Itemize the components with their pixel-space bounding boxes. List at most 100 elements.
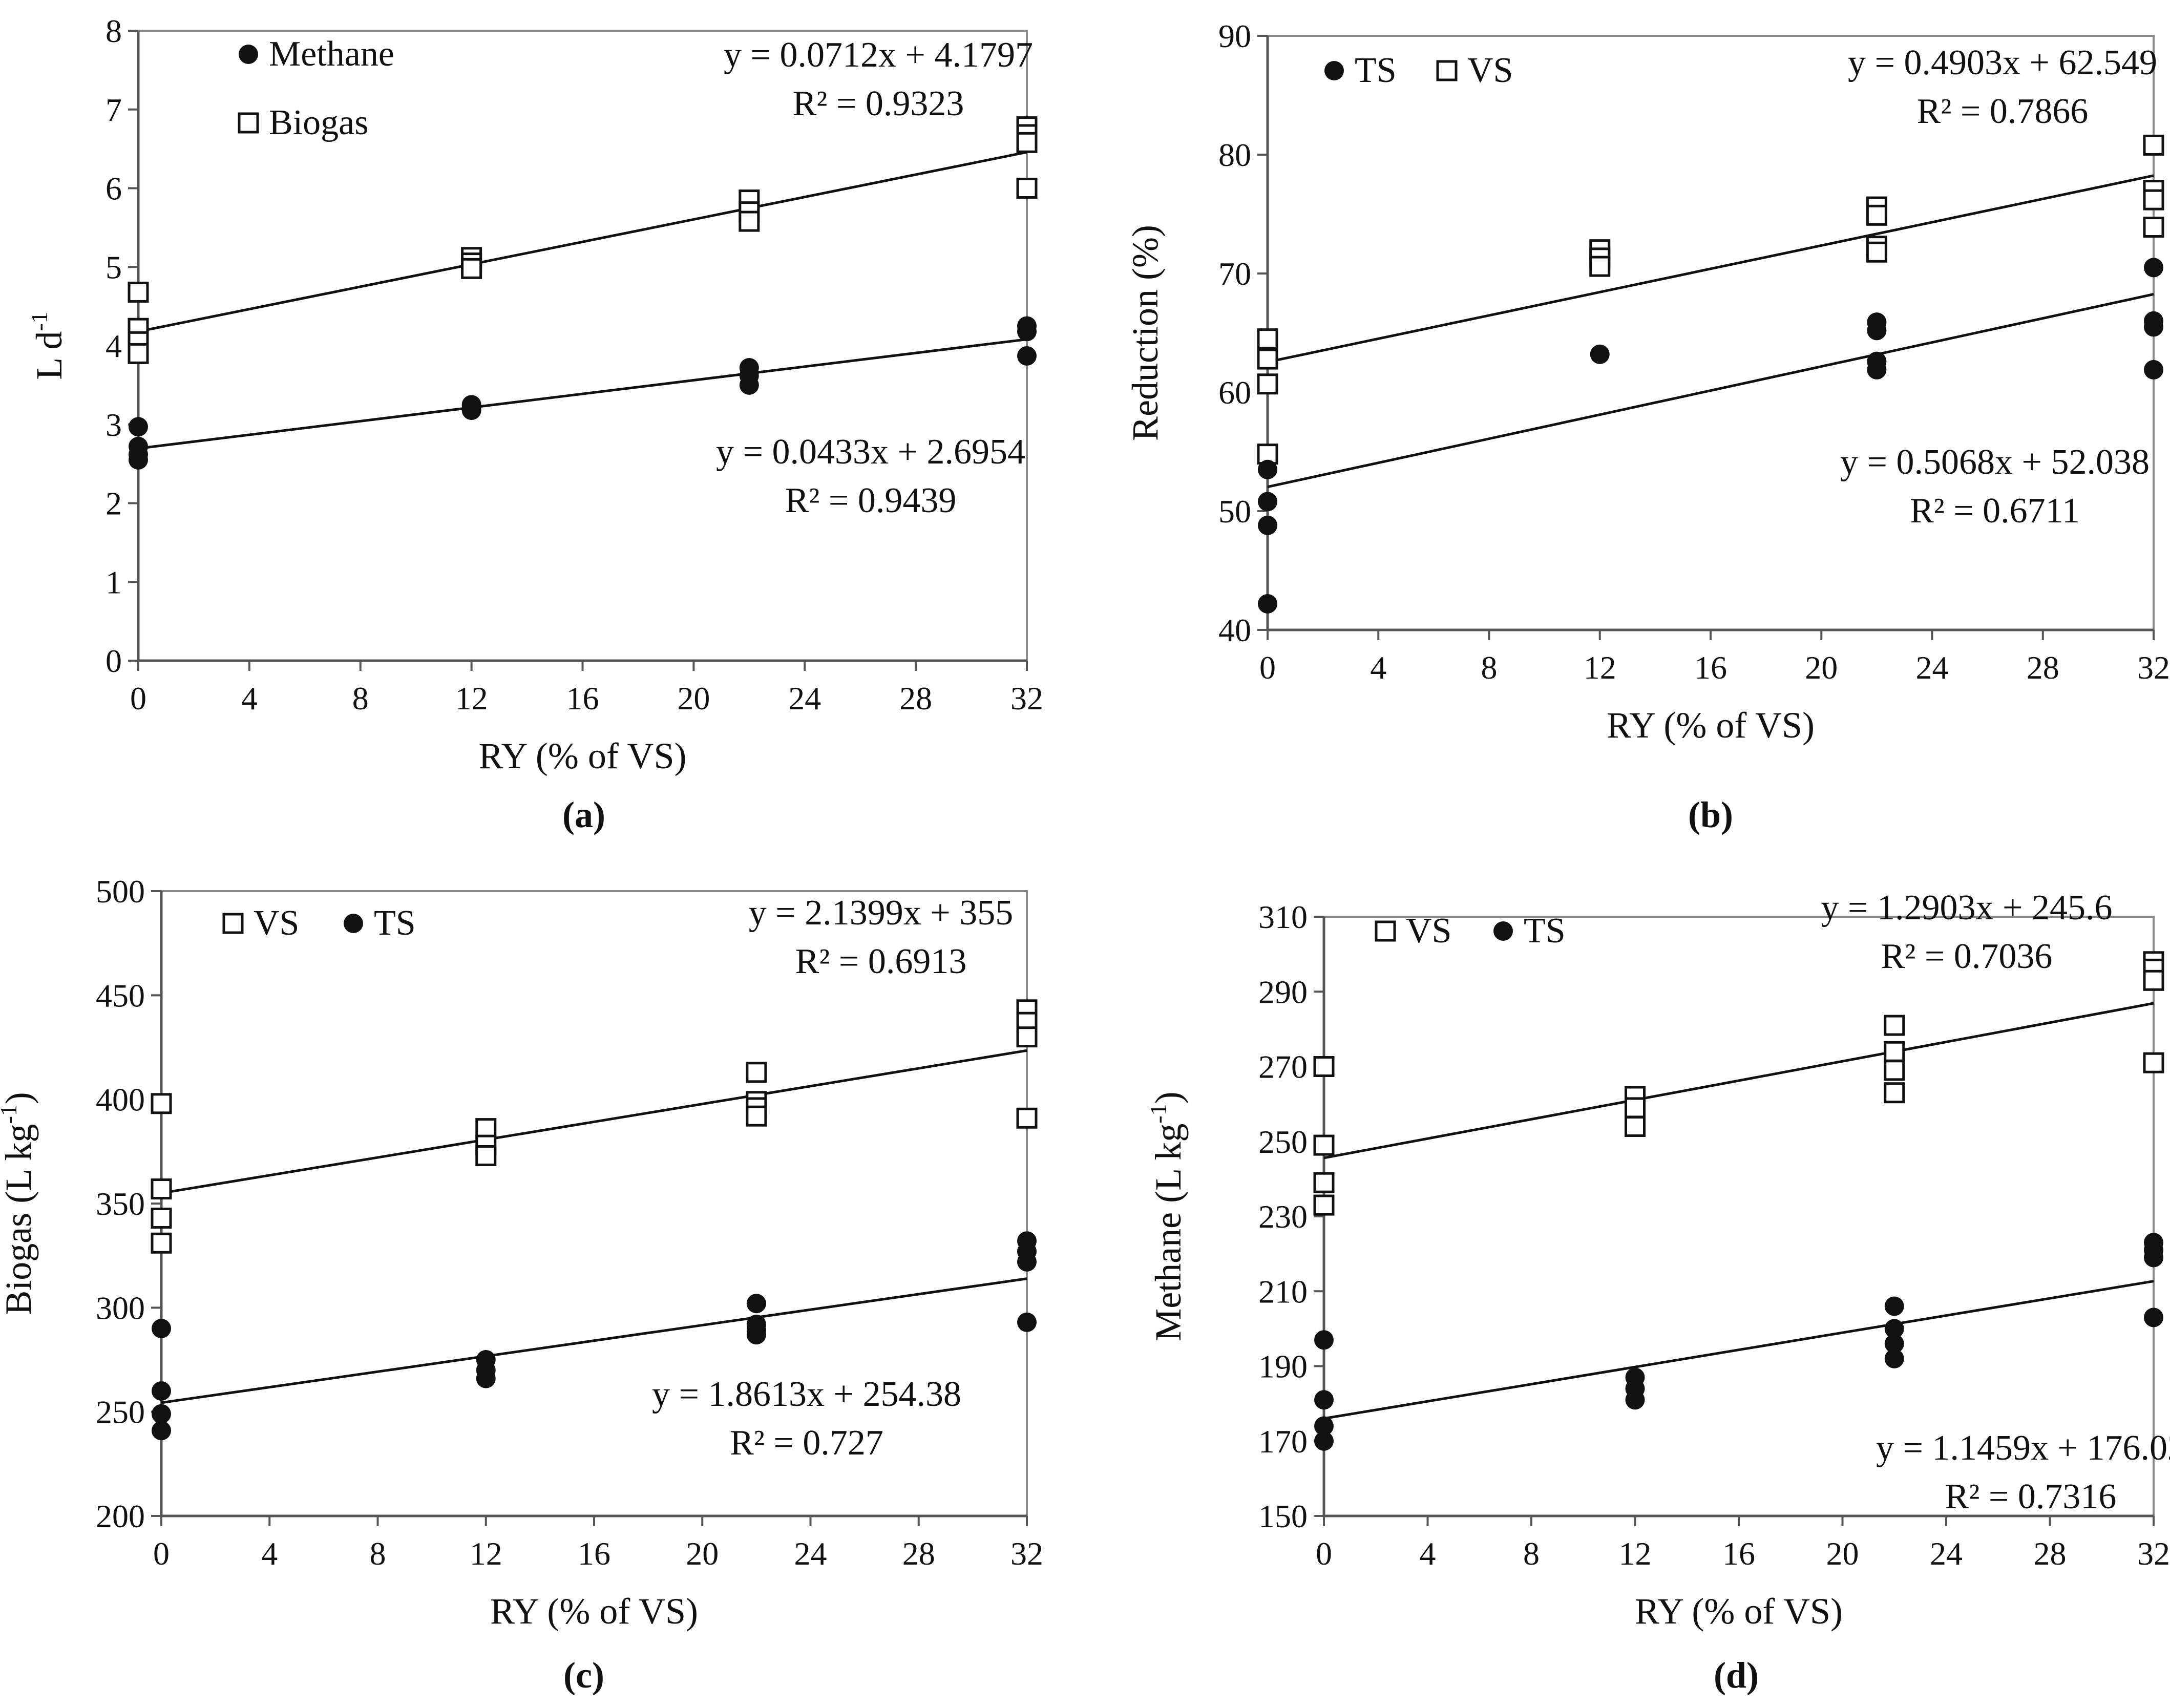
legend: Methane Biogas [238, 34, 394, 142]
trendline-equation: y = 1.8613x + 254.38 [652, 1375, 961, 1414]
x-tick-label: 24 [1930, 1535, 1963, 1572]
data-point [2144, 360, 2163, 379]
series-biogas [128, 116, 1038, 364]
y-tick-label: 200 [96, 1498, 145, 1534]
trendline-equation: y = 1.2903x + 245.6 [1821, 888, 2113, 927]
y-tick-label: 1 [106, 564, 122, 600]
data-point [1258, 594, 1277, 614]
data-point [1884, 1060, 1905, 1081]
y-tick-label: 190 [1258, 1348, 1308, 1385]
x-tick-label: 8 [352, 680, 369, 716]
data-point [1884, 1319, 1904, 1339]
y-axis-label-tail: ) [1148, 1091, 1189, 1104]
legend-marker-vs [1436, 60, 1458, 81]
y-tick-label: 80 [1218, 137, 1251, 173]
x-tick-label: 4 [241, 680, 258, 716]
trendline [161, 1277, 1027, 1404]
data-point [1866, 204, 1887, 226]
x-tick-label: 0 [1316, 1535, 1332, 1572]
x-tick-label: 32 [2137, 649, 2170, 686]
x-tick-label: 28 [2034, 1535, 2067, 1572]
x-tick-label: 0 [153, 1535, 170, 1572]
legend-label-vs: VS [1467, 51, 1513, 90]
trendline [1323, 1002, 2154, 1159]
x-axis-label: RY (% of VS) [1635, 1591, 1843, 1632]
legend-marker-vs [1375, 920, 1396, 942]
legend-label-ts: TS [1524, 911, 1566, 951]
data-point [1017, 1252, 1037, 1272]
data-point [1313, 1056, 1335, 1077]
data-point [2143, 134, 2164, 156]
trendline [1267, 293, 2154, 489]
x-tick-label: 20 [1805, 649, 1838, 686]
data-point [1314, 1330, 1334, 1350]
x-tick-label: 8 [1523, 1535, 1540, 1572]
legend-marker-ts [1493, 921, 1513, 941]
data-point [128, 343, 149, 364]
x-tick-label: 20 [686, 1535, 719, 1572]
data-point [1314, 1431, 1334, 1451]
x-tick-label: 32 [1010, 1535, 1043, 1572]
y-tick-label: 250 [1258, 1124, 1308, 1160]
y-tick-label: 400 [96, 1082, 145, 1118]
data-point [151, 1093, 172, 1114]
data-point [152, 1319, 171, 1338]
y-axis-label-main: Reduction (%) [1125, 225, 1166, 441]
legend-marker-methane [239, 45, 258, 64]
y-tick-label: 170 [1258, 1423, 1308, 1460]
x-tick-label: 32 [2137, 1535, 2170, 1572]
data-point [461, 258, 482, 279]
y-tick-label: 450 [96, 977, 145, 1014]
data-point [151, 1178, 172, 1200]
data-point [1625, 1097, 1646, 1119]
data-point [1867, 321, 1887, 341]
x-tick-label: 24 [1916, 649, 1949, 686]
data-point [129, 417, 148, 437]
x-tick-label: 12 [1619, 1535, 1652, 1572]
trendline-equation: y = 1.1459x + 176.02 [1876, 1428, 2170, 1468]
panel-label: (a) [562, 794, 605, 835]
chart-panel-c: 200 250 300 350 400 450 500 0 4 8 12 16 20 24 28 32 RY (… [0, 873, 1043, 1696]
data-point [2143, 969, 2164, 991]
r-squared-label: R² = 0.9439 [785, 481, 957, 520]
data-point [475, 1145, 497, 1166]
r-squared-label: R² = 0.727 [730, 1423, 883, 1463]
data-point [129, 450, 148, 470]
x-tick-label: 4 [261, 1535, 278, 1572]
data-point [1016, 178, 1038, 199]
y-tick-label: 7 [106, 92, 122, 128]
r-squared-label: R² = 0.7866 [1917, 92, 2089, 131]
r-squared-label: R² = 0.6711 [1910, 491, 2080, 531]
trendline-equation: y = 0.4903x + 62.549 [1848, 43, 2157, 82]
data-point [2143, 189, 2164, 210]
chart-panel-b: 40 50 60 70 80 90 0 4 8 12 16 20 24 28 32 RY (% of VS) R… [1125, 18, 2170, 835]
x-axis-label: RY (% of VS) [490, 1591, 698, 1632]
x-tick-label: 28 [902, 1535, 935, 1572]
x-tick-label: 16 [1694, 649, 1727, 686]
y-tick-label: 4 [106, 328, 122, 364]
data-point [151, 1207, 172, 1229]
panel-label: (d) [1714, 1655, 1759, 1696]
series-ts [1258, 258, 2163, 614]
trendline [1267, 174, 2154, 364]
y-axis-label: L d-1 [26, 311, 70, 380]
data-point [739, 375, 759, 395]
data-point [1589, 256, 1611, 277]
data-point [746, 1105, 767, 1127]
y-axis-label-main: L d [29, 331, 70, 380]
y-tick-label: 2 [106, 486, 122, 522]
y-tick-label: 210 [1258, 1273, 1308, 1310]
trendline [138, 151, 1027, 333]
trendline-equation: y = 0.0433x + 2.6954 [716, 432, 1025, 472]
chart-panel-d: 150 170 190 210 230 250 270 290 310 0 4 8 12 16 20 24 28… [1145, 888, 2170, 1696]
plot-area-border [160, 890, 1028, 1517]
x-tick-label: 20 [677, 680, 710, 716]
data-point [1016, 132, 1038, 153]
x-tick-label: 16 [578, 1535, 610, 1572]
data-point [1884, 1348, 1904, 1368]
data-point [1258, 492, 1277, 512]
data-point [2143, 217, 2164, 238]
y-tick-label: 290 [1258, 974, 1308, 1010]
data-point [1313, 1134, 1335, 1156]
r-squared-label: R² = 0.7316 [1945, 1477, 2117, 1516]
